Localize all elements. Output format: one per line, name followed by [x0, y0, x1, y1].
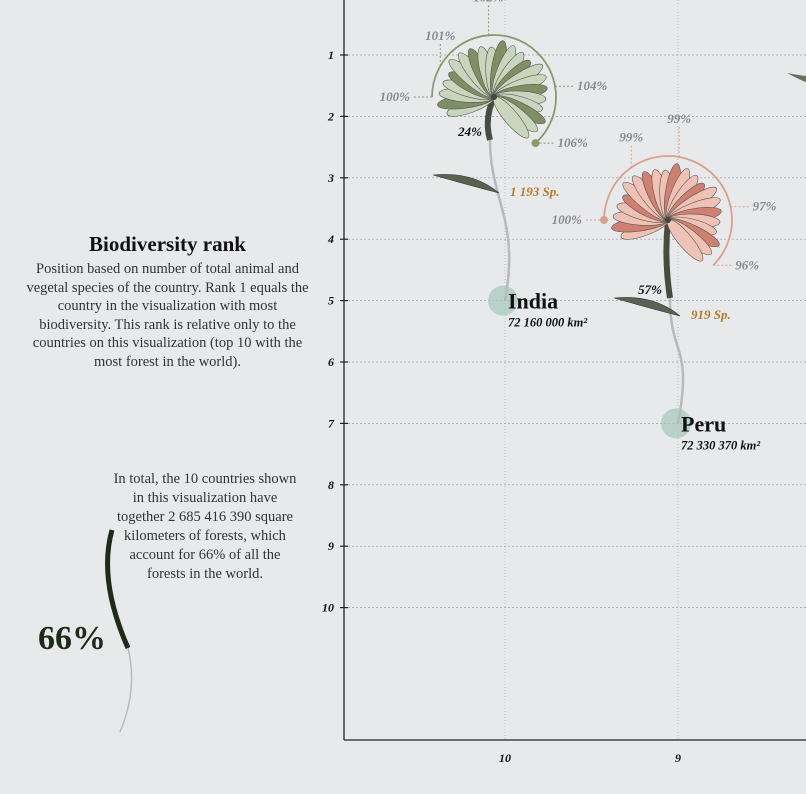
leaf-icon: [613, 297, 681, 317]
total-curve-light: [119, 647, 133, 733]
country-area: 72 160 000 km²: [508, 316, 587, 330]
y-tick-label: 7: [328, 416, 335, 430]
flower-center: [491, 94, 497, 100]
country-marker: [488, 285, 518, 316]
country-marker: [661, 408, 691, 439]
y-tick-label: 1: [328, 48, 334, 62]
leaf-icon: [432, 174, 500, 194]
arc-percent-label: 99%: [667, 111, 691, 126]
total-percent: 66%: [38, 620, 106, 657]
y-tick-label: 3: [327, 171, 334, 185]
flowers: 100% 101% 102% 104% 106% 24% 1 193 Sp. India 72 …: [380, 0, 777, 452]
y-tick-label: 2: [327, 109, 334, 123]
flower-peru: 100% 99% 99% 97% 96% 57% 919 Sp. Peru 72 330 370…: [552, 111, 777, 452]
total-forest-text: In total, the 10 countries shown in this…: [113, 471, 297, 582]
flower-india: 100% 101% 102% 104% 106% 24% 1 193 Sp. India 72 …: [380, 0, 608, 330]
arc-percent-label: 100%: [552, 212, 583, 227]
stem-dark: [663, 219, 673, 299]
country-name: India: [508, 289, 558, 314]
forest-percent-label: 24%: [457, 124, 482, 139]
y-tick-label: 6: [328, 355, 334, 369]
arc-percent-label: 97%: [753, 199, 777, 214]
growth-arc: [431, 34, 557, 144]
rank-title: Biodiversity rank: [89, 232, 246, 256]
arc-percent-label: 106%: [557, 135, 588, 150]
growth-arc: [603, 155, 733, 266]
arc-percent-label: 100%: [380, 89, 411, 104]
species-label: 1 193 Sp.: [510, 184, 559, 199]
x-tick-label: 9: [675, 751, 681, 765]
arc-percent-label: 99%: [619, 130, 643, 145]
arc-percent-label: 96%: [735, 257, 759, 272]
arc-percent-label: 102%: [473, 0, 504, 4]
partial-leaf-icon: [787, 73, 806, 82]
y-tick-label: 5: [328, 294, 334, 308]
total-percent-curve: [105, 529, 133, 733]
country-area: 72 330 370 km²: [681, 438, 760, 452]
stem-light: [488, 139, 511, 301]
y-tick-label: 9: [328, 539, 334, 553]
total-curve-dark: [105, 529, 131, 650]
y-tick-label: 8: [328, 478, 334, 492]
arc-percent-label: 101%: [425, 28, 456, 43]
y-tick-label: 4: [327, 232, 334, 246]
grid: [344, 0, 806, 740]
flower-center: [665, 217, 671, 223]
stem-light: [668, 297, 685, 424]
x-tick-label: 10: [499, 751, 511, 765]
forest-percent-label: 57%: [638, 282, 662, 297]
rank-description: Position based on number of total animal…: [26, 261, 309, 370]
arc-percent-label: 104%: [577, 78, 608, 93]
species-label: 919 Sp.: [691, 307, 731, 322]
axes: 1 2 3 4 5 6 7 8 9 10 10 9: [322, 0, 806, 765]
y-tick-label: 10: [322, 601, 334, 615]
country-name: Peru: [681, 411, 726, 436]
